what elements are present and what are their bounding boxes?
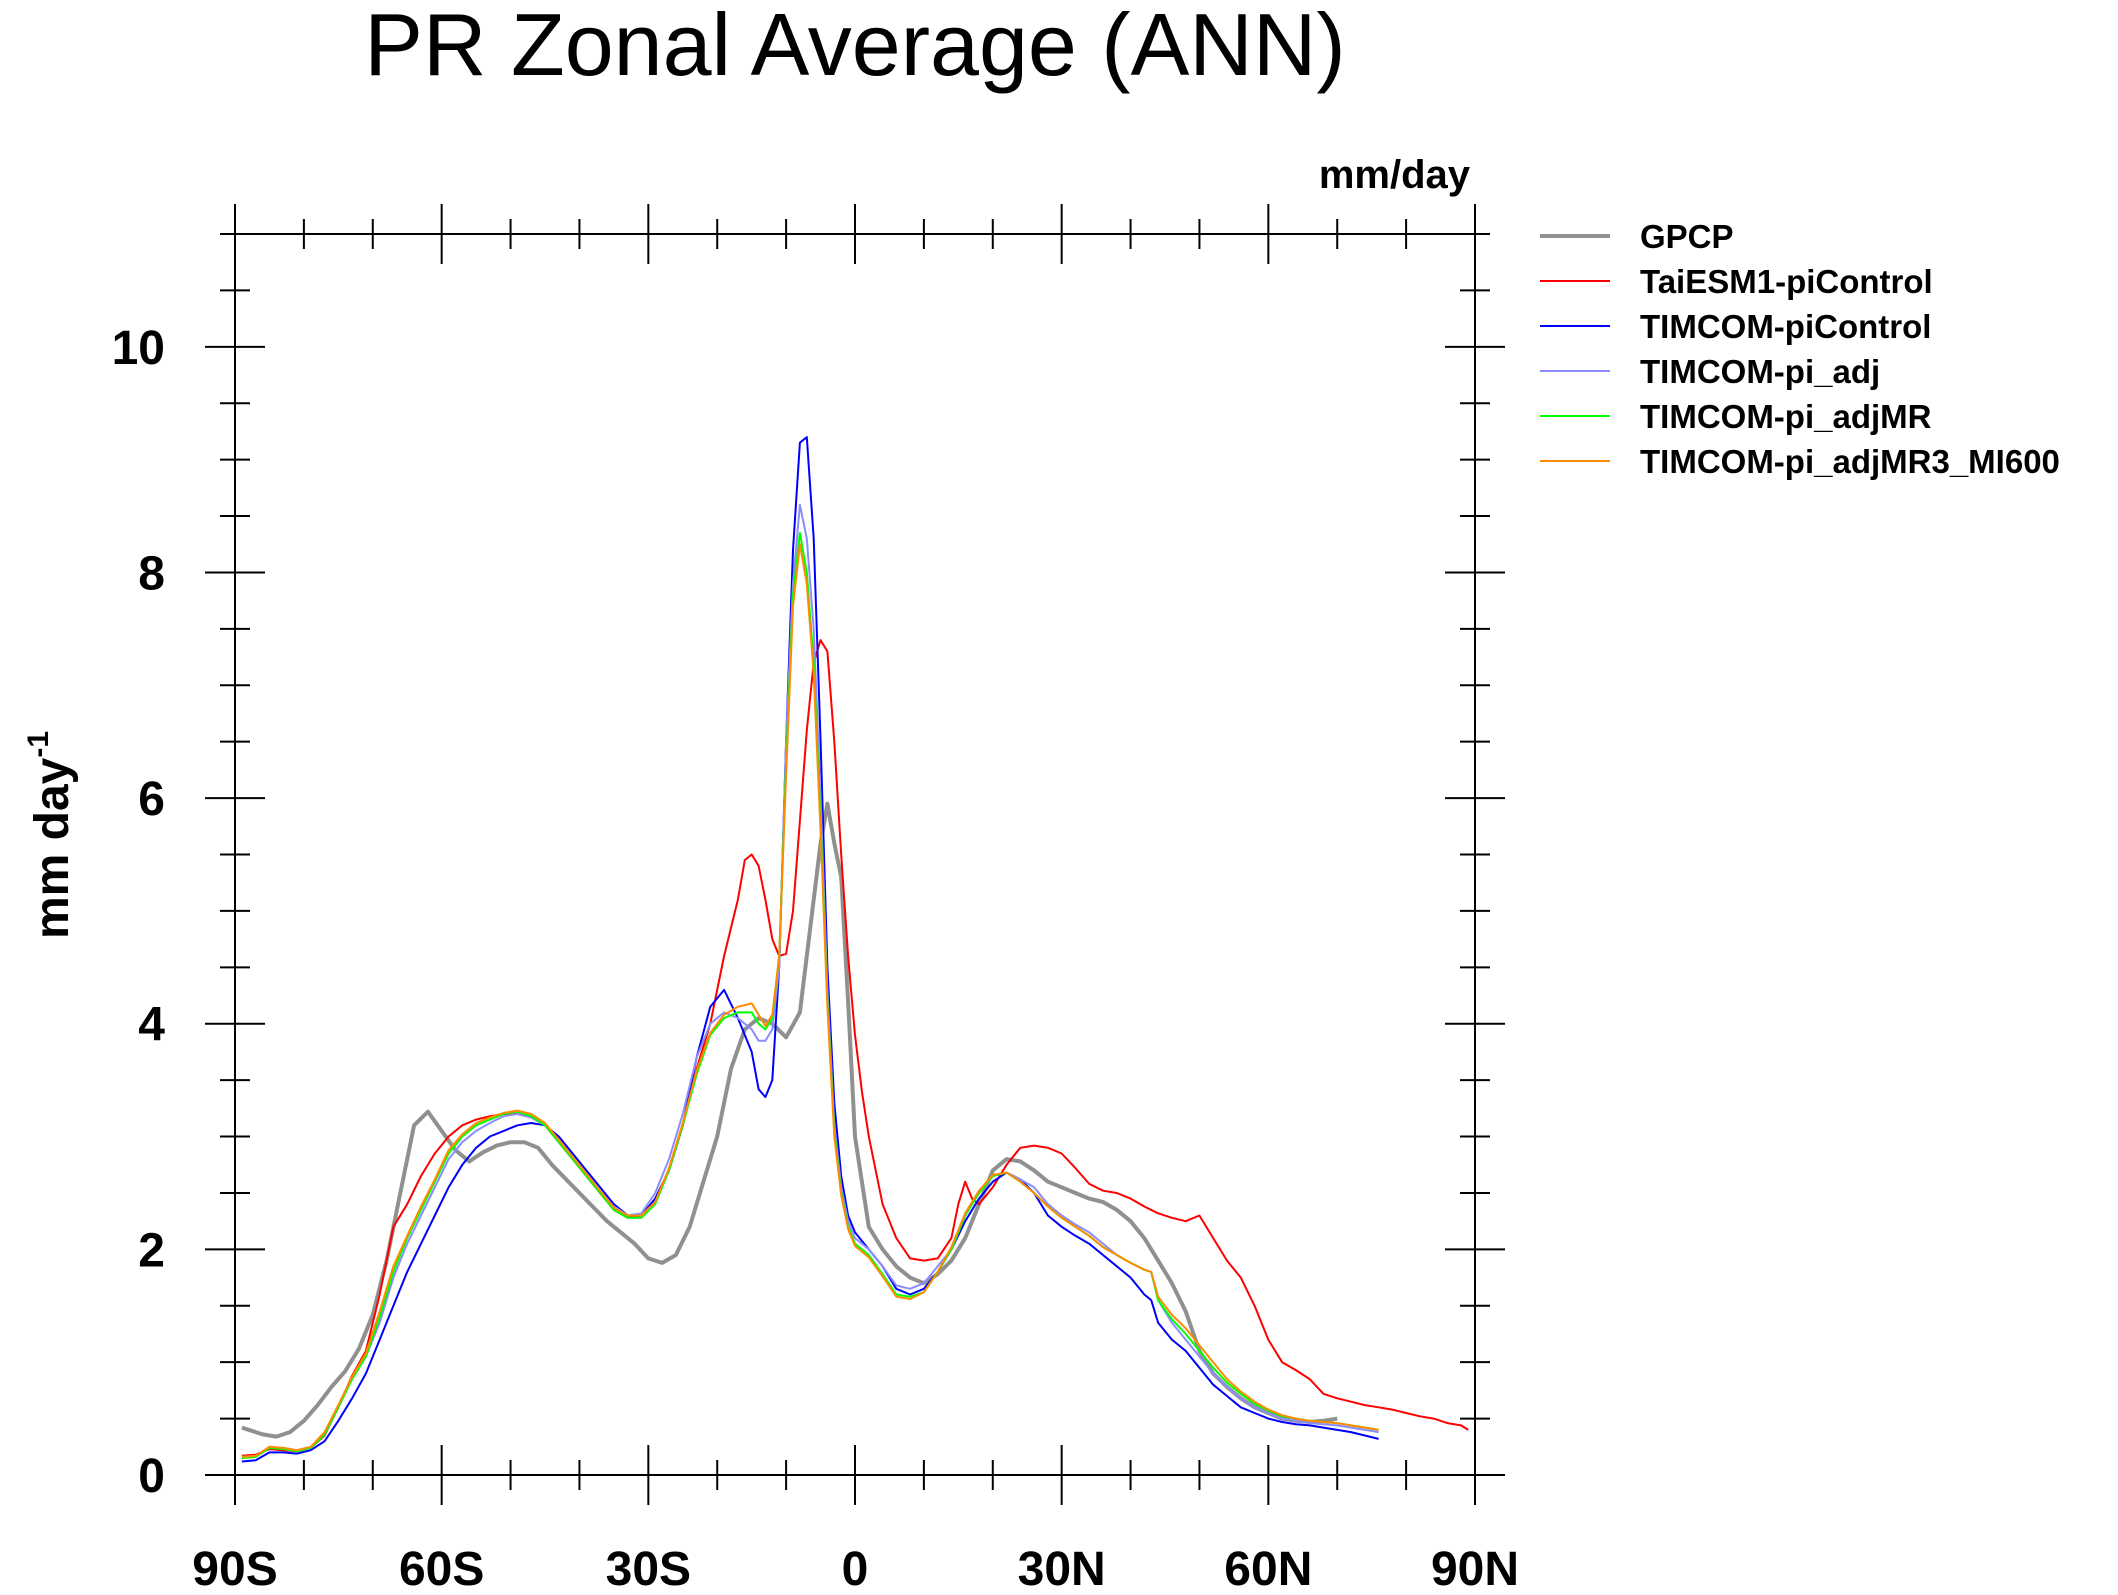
legend-label-0: GPCP: [1640, 218, 1734, 255]
legend-label-3: TIMCOM-pi_adj: [1640, 353, 1880, 390]
major-ticks: [205, 204, 1505, 1505]
x-tick-label: 60S: [399, 1543, 484, 1595]
y-axis-label: mm day: [26, 757, 79, 939]
x-tick-label: 30N: [1018, 1543, 1106, 1595]
y-axis-title: mm day-1: [22, 731, 79, 939]
x-tick-label: 30S: [606, 1543, 691, 1595]
x-tick-label: 90N: [1431, 1543, 1519, 1595]
series-line-5: [241, 543, 1379, 1458]
series-line-2: [241, 436, 1379, 1463]
legend-label-5: TIMCOM-pi_adjMR3_MI600: [1640, 443, 2060, 480]
x-tick-label: 90S: [192, 1543, 277, 1595]
y-tick-labels: 0 2 4 6 8 10: [112, 322, 166, 1503]
x-tick-label: 60N: [1224, 1543, 1312, 1595]
plot-frame: [234, 233, 1476, 1476]
svg-text:mm day-1: mm day-1: [22, 731, 79, 939]
series-line-3: [241, 503, 1379, 1458]
legend-label-4: TIMCOM-pi_adjMR: [1640, 398, 1932, 435]
legend-label-2: TIMCOM-piControl: [1640, 308, 1931, 345]
minor-ticks: [220, 219, 1490, 1490]
units-label: mm/day: [1319, 153, 1471, 197]
y-tick-label: 10: [112, 322, 165, 375]
x-tick-labels: 90S 60S 30S 0 30N 60N 90N: [192, 1543, 1519, 1595]
y-tick-label: 6: [138, 773, 165, 826]
y-tick-label: 2: [138, 1224, 165, 1277]
x-tick-label: 0: [842, 1543, 869, 1595]
series-line-1: [241, 639, 1469, 1457]
y-tick-label: 0: [138, 1450, 165, 1503]
y-axis-label-superscript: -1: [22, 731, 55, 758]
legend-label-1: TaiESM1-piControl: [1640, 263, 1933, 300]
chart-title: PR Zonal Average (ANN): [364, 0, 1345, 94]
y-tick-label: 8: [138, 547, 165, 600]
legend: GPCP TaiESM1-piControl TIMCOM-piControl TIM…: [1540, 218, 2060, 480]
series-line-4: [241, 532, 1379, 1460]
y-tick-label: 4: [138, 999, 165, 1052]
series-lines: [241, 436, 1469, 1463]
